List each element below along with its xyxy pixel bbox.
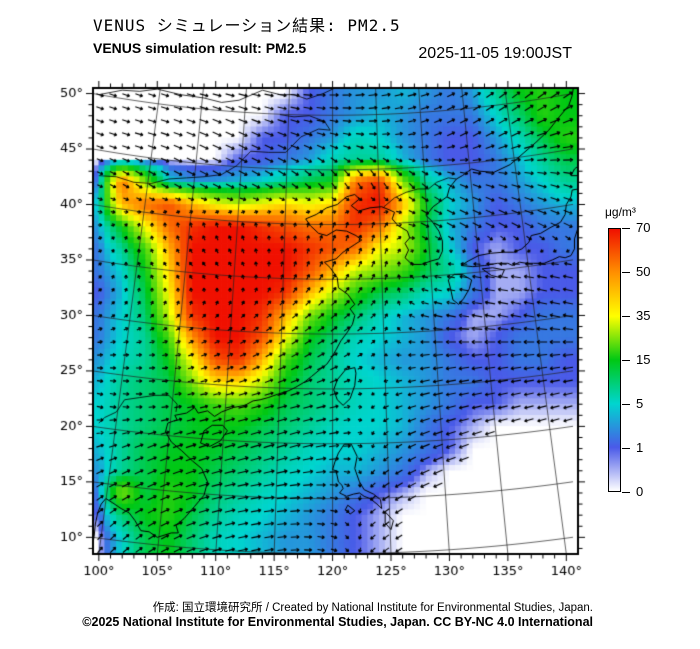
valid-time-label: 2025-11-05 19:00JST <box>418 45 572 62</box>
colorbar-tick-label: 50 <box>636 264 651 279</box>
colorbar-tick-label: 1 <box>636 440 644 455</box>
colorbar-tick-mark <box>622 492 630 493</box>
title-japanese: VENUS シミュレーション結果: PM2.5 <box>93 16 401 35</box>
colorbar-tick-mark <box>622 272 630 273</box>
credit-line: 作成: 国立環境研究所 / Created by National Instit… <box>152 602 593 614</box>
colorbar-unit-label: μg/m³ <box>605 205 636 219</box>
colorbar-ticks: 70 50 35 15 5 1 0 <box>622 220 682 499</box>
colorbar-tick-mark <box>622 448 630 449</box>
colorbar <box>608 228 621 492</box>
title-english: VENUS simulation result: PM2.5 <box>93 40 307 56</box>
colorbar-tick-label: 70 <box>636 220 651 235</box>
colorbar-tick-mark <box>622 360 630 361</box>
colorbar-tick-label: 15 <box>636 352 651 367</box>
colorbar-tick-label: 35 <box>636 308 651 323</box>
colorbar-tick-mark <box>622 228 630 229</box>
copyright-line: ©2025 National Institute for Environment… <box>82 615 593 629</box>
colorbar-tick-label: 0 <box>636 484 644 499</box>
colorbar-tick-mark <box>622 404 630 405</box>
colorbar-tick-label: 5 <box>636 396 644 411</box>
colorbar-tick-mark <box>622 316 630 317</box>
